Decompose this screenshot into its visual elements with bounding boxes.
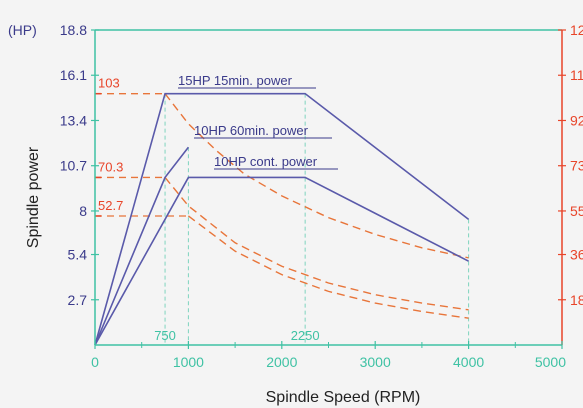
power-curve (94, 146, 190, 346)
torque-curves (164, 93, 469, 319)
y-tick-label: 16.1 (60, 67, 87, 83)
torque-curve (164, 93, 469, 259)
y-tick-label: 5.4 (68, 247, 88, 263)
x-tick-label: 2000 (266, 354, 297, 370)
labels: 0 1000 2000 3000 4000 5000 2.7 5.4 8 10.7 13.4 16.1… (8, 22, 583, 406)
y-tick-label: 8 (79, 203, 87, 219)
x-tick-label: 3000 (360, 354, 391, 370)
torque-value-label: 103 (98, 76, 120, 91)
y-tick-label: 13.4 (60, 112, 87, 128)
y-tick-label: 18.8 (60, 22, 87, 38)
torque-value-label: 52.7 (98, 198, 123, 213)
axes (91, 29, 566, 349)
x-tick-label: 4000 (453, 354, 484, 370)
torque-value-label: 70.3 (98, 159, 123, 174)
y2-tick-label: 73 (570, 158, 583, 174)
series-label: 15HP 15min. power (178, 73, 293, 88)
y2-tick-label: 18 (570, 292, 583, 308)
series-label: 10HP 60min. power (194, 123, 309, 138)
x-tick-label: 5000 (535, 354, 566, 370)
power-curves (94, 92, 470, 346)
y2-tick-label: 36 (570, 247, 583, 263)
y-unit-label: (HP) (8, 22, 37, 38)
guide-lines (95, 92, 470, 345)
x-axis-title: Spindle Speed (RPM) (266, 389, 421, 406)
x-tick-label: 0 (91, 354, 99, 370)
y2-tick-label: 11 (570, 67, 583, 83)
x-marker-label: 750 (154, 328, 176, 343)
y2-tick-label: 92 (570, 112, 583, 128)
series-label: 10HP cont. power (214, 154, 318, 169)
power-curve (94, 92, 470, 346)
y2-tick-label: 55 (570, 203, 583, 219)
x-tick-label: 1000 (173, 354, 204, 370)
y-axis-title: Spindle power (25, 146, 42, 248)
torque-curve (164, 177, 469, 311)
x-marker-label: 2250 (291, 328, 320, 343)
y2-tick-label: 12 (570, 22, 583, 38)
y-tick-label: 10.7 (60, 158, 87, 174)
y-tick-label: 2.7 (68, 292, 88, 308)
torque-curve (187, 215, 469, 319)
power-curve (94, 176, 469, 346)
